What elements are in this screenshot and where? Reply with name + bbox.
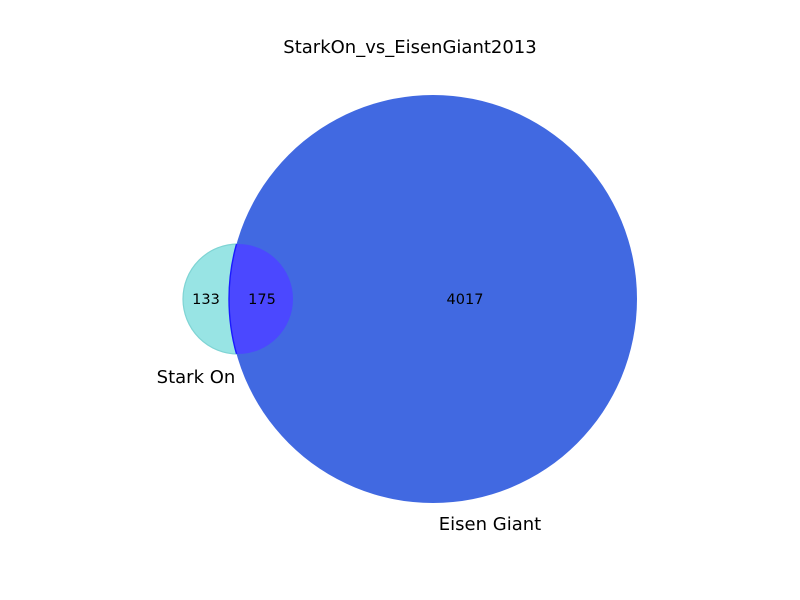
set-label-stark-on: Stark On — [157, 367, 236, 388]
count-eisen-giant-only: 4017 — [447, 292, 484, 308]
venn-intersection-fill — [228, 244, 293, 354]
count-intersection: 175 — [248, 292, 276, 308]
set-label-eisen-giant: Eisen Giant — [439, 514, 541, 535]
venn-circle-eisen-giant — [229, 95, 637, 503]
venn-intersection-region — [228, 244, 293, 354]
count-stark-on-only: 133 — [192, 292, 220, 308]
chart-title: StarkOn_vs_EisenGiant2013 — [283, 37, 536, 58]
